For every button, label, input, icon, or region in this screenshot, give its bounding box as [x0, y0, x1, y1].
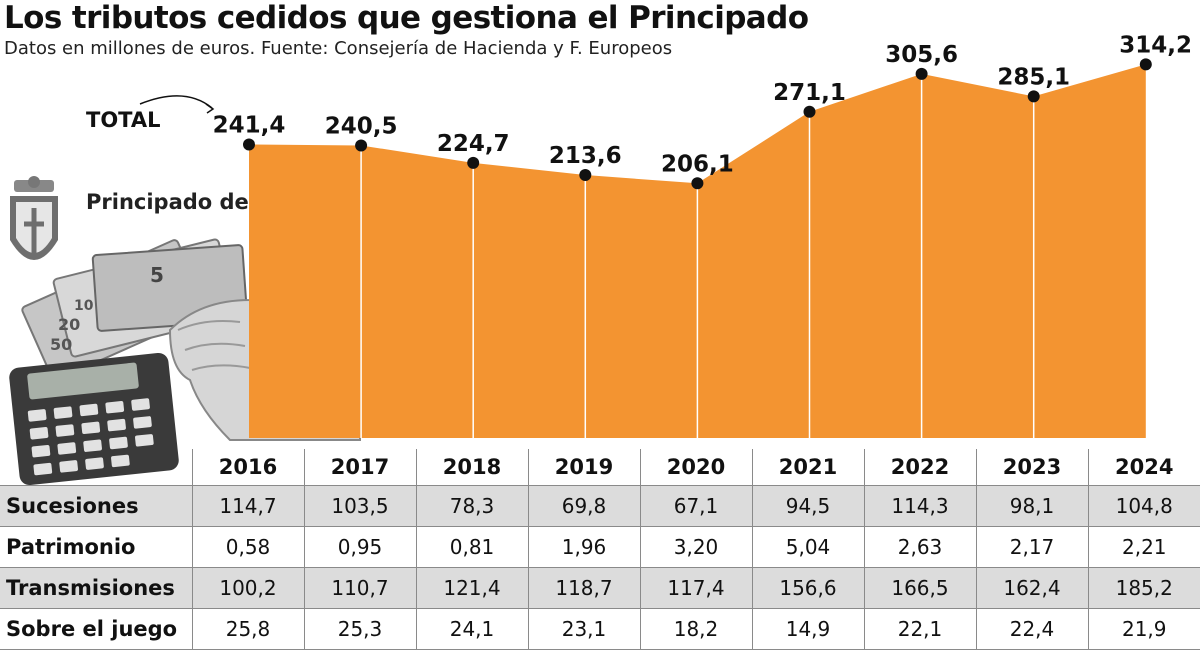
table-cell: 121,4 — [415, 567, 528, 609]
data-points — [243, 58, 1152, 190]
table-cell: 162,4 — [975, 567, 1088, 609]
year-header: 2018 — [415, 449, 528, 486]
row-label: Sobre el juego — [0, 608, 192, 650]
year-header: 2024 — [1087, 449, 1200, 486]
table-cell: 156,6 — [751, 567, 864, 609]
table-cell: 100,2 — [191, 567, 304, 609]
asturias-shield-icon — [10, 176, 58, 260]
table-row-patrimonio: Patrimonio 0,58 0,95 0,81 1,96 3,20 5,04… — [0, 526, 1200, 568]
total-label: TOTAL — [86, 108, 161, 132]
year-separators — [360, 73, 1035, 438]
table-cell: 78,3 — [415, 485, 528, 527]
table-cell: 5,04 — [751, 526, 864, 568]
data-point — [915, 67, 928, 80]
year-header: 2020 — [639, 449, 752, 486]
data-label: 213,6 — [549, 143, 622, 169]
data-point — [803, 105, 816, 118]
total-arrow-icon — [139, 95, 213, 109]
table-cell: 117,4 — [639, 567, 752, 609]
table-cell: 104,8 — [1087, 485, 1200, 527]
data-label: 271,1 — [773, 80, 846, 106]
table-header-row: 2016 2017 2018 2019 2020 2021 2022 2023 … — [0, 449, 1200, 486]
table-row-transmisiones: Transmisiones 100,2 110,7 121,4 118,7 11… — [0, 567, 1200, 609]
table-cell: 2,21 — [1087, 526, 1200, 568]
table-cell: 0,58 — [191, 526, 304, 568]
data-label: 285,1 — [997, 64, 1070, 90]
table-cell: 22,1 — [863, 608, 976, 650]
data-label: 314,2 — [1119, 32, 1192, 58]
arrowhead — [205, 103, 215, 114]
table-cell: 2,63 — [863, 526, 976, 568]
data-labels: 241,4 240,5 224,7 213,6 206,1 271,1 305,6 285,1… — [213, 32, 1192, 177]
table-cell: 2,17 — [975, 526, 1088, 568]
row-label: Patrimonio — [0, 526, 192, 568]
table-corner — [0, 449, 192, 486]
data-label: 240,5 — [325, 113, 398, 139]
year-header: 2022 — [863, 449, 976, 486]
table-cell: 18,2 — [639, 608, 752, 650]
table-cell: 21,9 — [1087, 608, 1200, 650]
data-label: 206,1 — [661, 151, 734, 177]
chart-title: Los tributos cedidos que gestiona el Pri… — [4, 0, 809, 36]
table-cell: 114,3 — [863, 485, 976, 527]
table-cell: 69,8 — [527, 485, 640, 527]
table-cell: 0,81 — [415, 526, 528, 568]
svg-text:50: 50 — [50, 335, 72, 354]
table-cell: 103,5 — [303, 485, 416, 527]
year-header: 2023 — [975, 449, 1088, 486]
table-cell: 23,1 — [527, 608, 640, 650]
table-row-sucesiones: Sucesiones 114,7 103,5 78,3 69,8 67,1 94… — [0, 485, 1200, 527]
data-point — [1027, 90, 1040, 103]
table-cell: 24,1 — [415, 608, 528, 650]
data-point — [1139, 58, 1152, 71]
data-point — [467, 156, 480, 169]
data-point — [691, 177, 704, 190]
year-header: 2021 — [751, 449, 864, 486]
table-cell: 25,8 — [191, 608, 304, 650]
table-cell: 0,95 — [303, 526, 416, 568]
year-header: 2017 — [303, 449, 416, 486]
table-cell: 1,96 — [527, 526, 640, 568]
data-point — [355, 139, 368, 152]
table-cell: 3,20 — [639, 526, 752, 568]
svg-text:5: 5 — [150, 263, 164, 287]
data-label: 224,7 — [437, 131, 510, 157]
table-cell: 94,5 — [751, 485, 864, 527]
table-row-juego: Sobre el juego 25,8 25,3 24,1 23,1 18,2 … — [0, 608, 1200, 650]
table-cell: 185,2 — [1087, 567, 1200, 609]
table-cell: 98,1 — [975, 485, 1088, 527]
svg-text:20: 20 — [58, 315, 80, 334]
table-cell: 118,7 — [527, 567, 640, 609]
logo-text: Principado de — [86, 190, 249, 214]
table-cell: 25,3 — [303, 608, 416, 650]
table-cell: 166,5 — [863, 567, 976, 609]
data-label: 241,4 — [213, 112, 286, 138]
table-cell: 114,7 — [191, 485, 304, 527]
table-cell: 67,1 — [639, 485, 752, 527]
table-cell: 14,9 — [751, 608, 864, 650]
data-label: 305,6 — [885, 42, 958, 68]
table-cell: 22,4 — [975, 608, 1088, 650]
row-label: Sucesiones — [0, 485, 192, 527]
year-header: 2019 — [527, 449, 640, 486]
tax-table: 2016 2017 2018 2019 2020 2021 2022 2023 … — [0, 449, 1200, 650]
data-point — [579, 169, 592, 182]
data-point — [243, 138, 255, 151]
table-cell: 110,7 — [303, 567, 416, 609]
row-label: Transmisiones — [0, 567, 192, 609]
chart-subtitle: Datos en millones de euros. Fuente: Cons… — [4, 38, 673, 59]
year-header: 2016 — [191, 449, 304, 486]
svg-text:10: 10 — [74, 298, 94, 314]
calculator-icon — [9, 352, 179, 486]
